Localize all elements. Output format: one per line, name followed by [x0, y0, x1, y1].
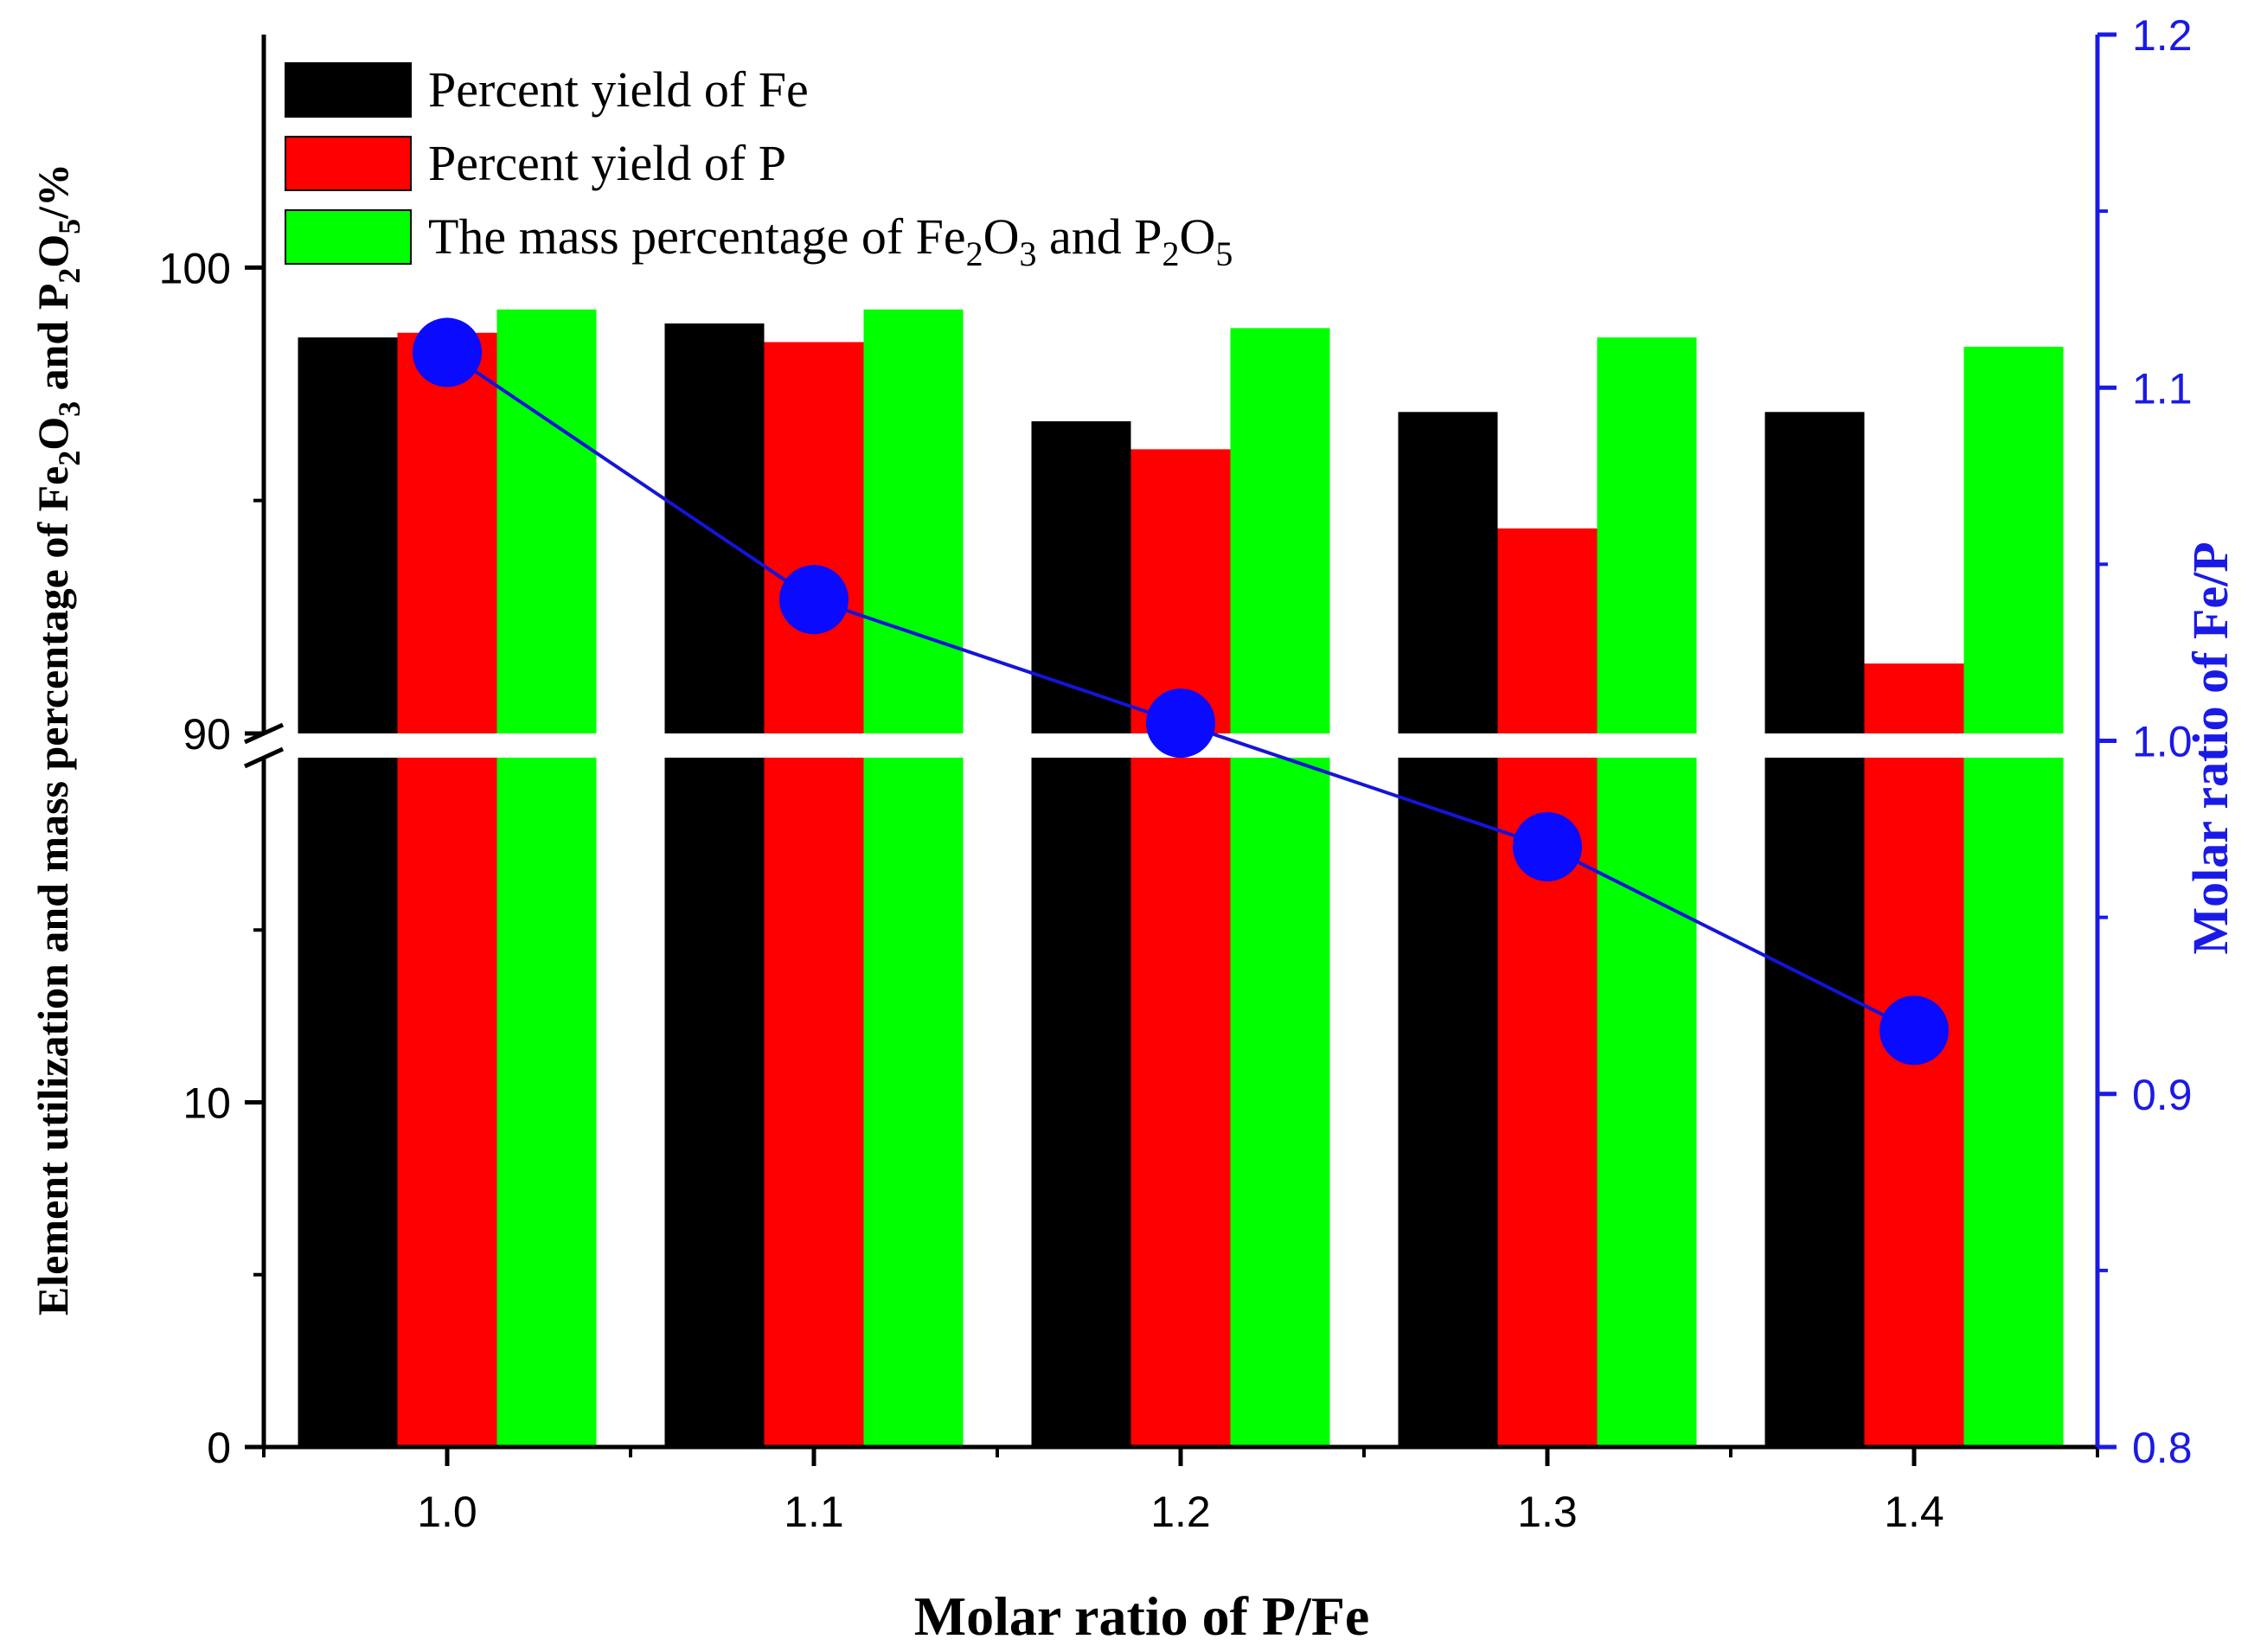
- right-tick-label: 0.9: [2132, 1071, 2193, 1119]
- right-tick-label: 1.1: [2132, 364, 2193, 413]
- bar: [1963, 346, 2064, 1447]
- left-tick-label: 100: [159, 244, 231, 292]
- legend-swatch: [285, 62, 412, 118]
- legend-swatch: [285, 136, 412, 191]
- legend-label: The mass percentage of Fe2O3 and P2O5: [428, 208, 1233, 273]
- x-tick-label: 1.3: [1517, 1488, 1578, 1536]
- line-point: [1513, 811, 1582, 881]
- left-tick-label: 90: [183, 710, 231, 759]
- line-point: [1146, 688, 1215, 759]
- left-tick-label: 10: [183, 1079, 231, 1128]
- right-tick-label: 1.2: [2132, 11, 2193, 60]
- bar: [298, 337, 398, 1448]
- bars-layer: [298, 309, 2064, 1448]
- line-point: [779, 565, 849, 635]
- x-axis-label: Molar ratio of P/Fe: [914, 1585, 1370, 1647]
- line-point: [1880, 996, 1949, 1066]
- bar: [1230, 328, 1330, 1447]
- x-tick-label: 1.2: [1150, 1488, 1211, 1536]
- bar: [1398, 412, 1498, 1447]
- legend-swatch: [285, 209, 412, 265]
- line-series-layer: [413, 317, 1949, 1066]
- legend: Percent yield of Fe Percent yield of P The…: [285, 61, 1233, 273]
- right-tick-label: 0.8: [2132, 1424, 2193, 1472]
- bar: [496, 309, 597, 1447]
- right-tick-label: 1.0: [2132, 718, 2193, 766]
- bar: [863, 309, 964, 1447]
- x-tick-label: 1.1: [784, 1488, 844, 1536]
- line-point: [413, 317, 482, 387]
- axes-layer: 0 10 90 100 1.0 1.1 1.2 1.3 1.4 0.8 0.9 1.0 1.1 1.2: [159, 11, 2193, 1536]
- bar: [1764, 412, 1865, 1447]
- bar: [1597, 337, 1697, 1448]
- bar: [397, 332, 497, 1447]
- x-tick-label: 1.0: [417, 1488, 477, 1536]
- bar: [664, 323, 765, 1447]
- left-tick-label: 0: [207, 1424, 231, 1472]
- bar: [1031, 421, 1131, 1448]
- bar: [1497, 528, 1598, 1447]
- y2-axis-label: Molar ratio of Fe/P: [2182, 541, 2238, 954]
- bar: [764, 342, 864, 1447]
- bar: [1130, 449, 1231, 1447]
- legend-label: Percent yield of P: [428, 135, 786, 191]
- legend-label: Percent yield of Fe: [428, 61, 809, 118]
- y-axis-label: Element utilization and mass percentage …: [29, 163, 86, 1316]
- x-tick-label: 1.4: [1884, 1488, 1944, 1536]
